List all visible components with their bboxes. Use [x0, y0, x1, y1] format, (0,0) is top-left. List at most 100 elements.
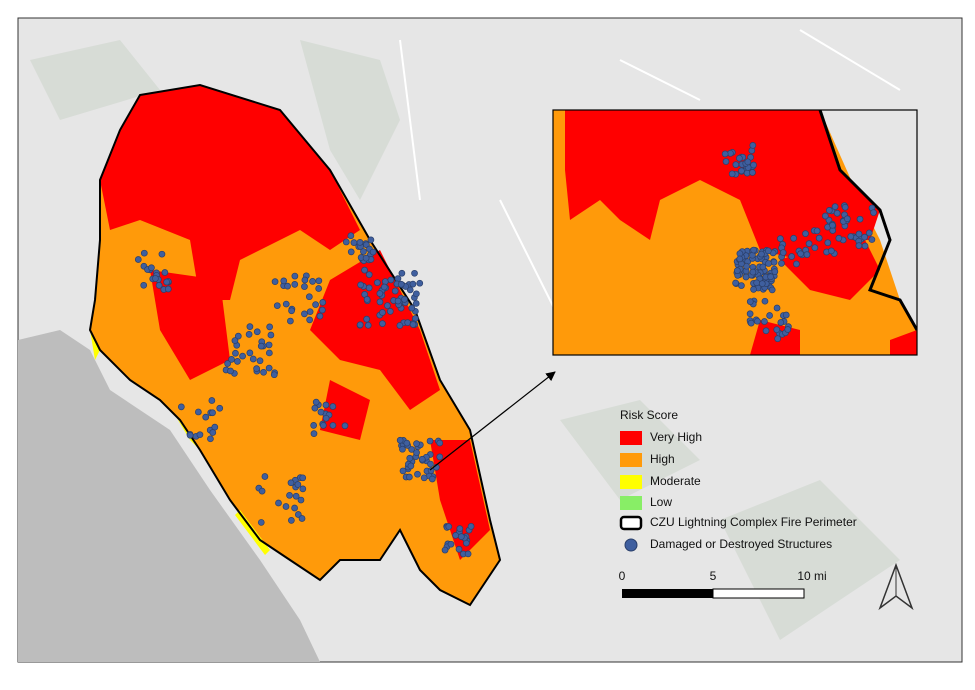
- structure: [870, 209, 877, 217]
- structure: [163, 278, 170, 286]
- structure: [749, 169, 756, 176]
- structures: [134, 232, 475, 558]
- structure: [746, 310, 754, 318]
- structure: [301, 283, 308, 290]
- structure: [406, 473, 413, 481]
- structure: [427, 467, 435, 474]
- structure: [228, 356, 235, 363]
- structure: [207, 435, 214, 443]
- structure: [733, 267, 741, 274]
- structure: [347, 248, 355, 256]
- structure: [856, 215, 864, 223]
- structure: [310, 430, 318, 437]
- inset-structures: [721, 141, 877, 343]
- structure: [843, 215, 851, 223]
- structure: [765, 260, 772, 267]
- structure: [287, 317, 294, 325]
- structure: [764, 247, 772, 255]
- structure: [457, 533, 465, 540]
- structure: [406, 454, 414, 462]
- structure: [802, 230, 809, 237]
- structure: [306, 308, 314, 316]
- structure: [825, 207, 833, 214]
- structure: [249, 355, 257, 363]
- structure: [761, 318, 768, 325]
- structure: [365, 271, 373, 279]
- structure: [161, 269, 169, 276]
- structure: [456, 525, 464, 533]
- structure: [396, 436, 404, 444]
- structure: [829, 221, 836, 229]
- structure: [855, 242, 863, 250]
- structure: [258, 487, 266, 495]
- structure: [379, 309, 386, 316]
- structure: [234, 332, 242, 340]
- structure: [312, 398, 320, 406]
- structure: [224, 360, 231, 367]
- structure: [396, 322, 404, 329]
- structure: [271, 278, 279, 285]
- structure: [140, 281, 148, 289]
- structure: [758, 250, 765, 258]
- structure: [266, 323, 274, 331]
- structure: [824, 239, 832, 247]
- structure: [408, 446, 415, 453]
- legend-swatch: [620, 496, 642, 510]
- parkland: [30, 40, 900, 640]
- structure: [774, 335, 782, 343]
- structure: [413, 290, 420, 298]
- structure: [253, 328, 261, 336]
- structure: [777, 319, 785, 326]
- structure: [753, 279, 761, 287]
- structure: [282, 300, 290, 308]
- structure: [771, 268, 779, 276]
- inset-map: [552, 109, 918, 356]
- structure: [833, 209, 841, 217]
- structure: [319, 422, 327, 429]
- structure: [232, 349, 239, 357]
- structure: [749, 268, 757, 276]
- structure: [436, 453, 444, 461]
- structure: [286, 491, 293, 499]
- structure: [284, 282, 291, 290]
- structure: [803, 251, 811, 258]
- structure: [305, 293, 313, 301]
- structure: [409, 321, 417, 328]
- structure: [239, 352, 246, 360]
- structure: [773, 326, 781, 334]
- structure: [341, 422, 349, 430]
- legend-swatch: [620, 453, 642, 467]
- structure: [265, 364, 273, 372]
- structure: [267, 331, 275, 339]
- structure: [234, 358, 241, 365]
- structure: [822, 212, 829, 220]
- structure: [750, 161, 757, 169]
- structure: [736, 255, 744, 263]
- structure: [374, 279, 381, 286]
- structure: [315, 285, 323, 292]
- structure: [414, 470, 421, 478]
- structure: [360, 248, 367, 255]
- structure: [231, 337, 239, 344]
- structure: [357, 281, 364, 289]
- basemap-features: [18, 29, 901, 662]
- structure: [292, 492, 300, 500]
- structure: [447, 540, 455, 548]
- structure: [782, 311, 790, 319]
- structure: [742, 273, 750, 281]
- structure: [246, 323, 254, 330]
- structure: [831, 203, 839, 210]
- structure: [209, 409, 216, 417]
- structure: [291, 281, 299, 288]
- structure: [356, 238, 364, 246]
- structure: [750, 286, 757, 293]
- structure: [386, 307, 394, 315]
- structure: [411, 269, 418, 277]
- structure: [380, 283, 388, 291]
- structure: [309, 278, 316, 285]
- structure: [452, 531, 459, 539]
- structure: [376, 298, 384, 306]
- roads: [399, 29, 901, 321]
